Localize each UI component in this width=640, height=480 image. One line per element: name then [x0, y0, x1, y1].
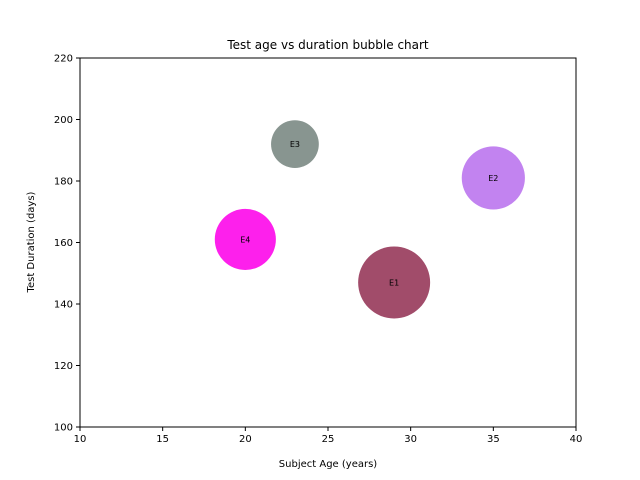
y-tick-label: 160 [54, 238, 73, 249]
bubble-e4 [214, 208, 276, 270]
x-tick-label: 30 [404, 434, 417, 445]
x-tick-label: 35 [487, 434, 500, 445]
bubble-e2 [461, 146, 525, 210]
bubble-label-e3: E3 [290, 140, 300, 149]
x-tick-label: 25 [322, 434, 335, 445]
x-tick-label: 20 [239, 434, 252, 445]
y-tick-label: 220 [54, 54, 73, 65]
y-axis: 100 120 140 160 180 200 220 [54, 54, 80, 434]
bubble-e3 [271, 120, 319, 168]
x-axis-title: Subject Age (years) [279, 459, 378, 470]
bubble-label-e2: E2 [488, 174, 498, 183]
y-tick-label: 180 [54, 177, 73, 188]
y-tick-label: 200 [54, 115, 73, 126]
x-tick-label: 40 [570, 434, 583, 445]
x-tick-label: 15 [156, 434, 169, 445]
bubble-layer: E1 E2 E3 E4 [214, 120, 525, 319]
bubble-label-e1: E1 [389, 278, 399, 287]
y-tick-label: 120 [54, 361, 73, 372]
bubble-e1 [358, 246, 431, 319]
y-tick-label: 100 [54, 423, 73, 434]
y-tick-label: 140 [54, 300, 73, 311]
x-tick-label: 10 [74, 434, 87, 445]
x-axis: 10 15 20 25 30 35 40 [74, 427, 583, 445]
bubble-label-e4: E4 [240, 235, 250, 244]
chart-title: Test age vs duration bubble chart [226, 38, 429, 52]
y-axis-title: Test Duration (days) [26, 191, 37, 293]
